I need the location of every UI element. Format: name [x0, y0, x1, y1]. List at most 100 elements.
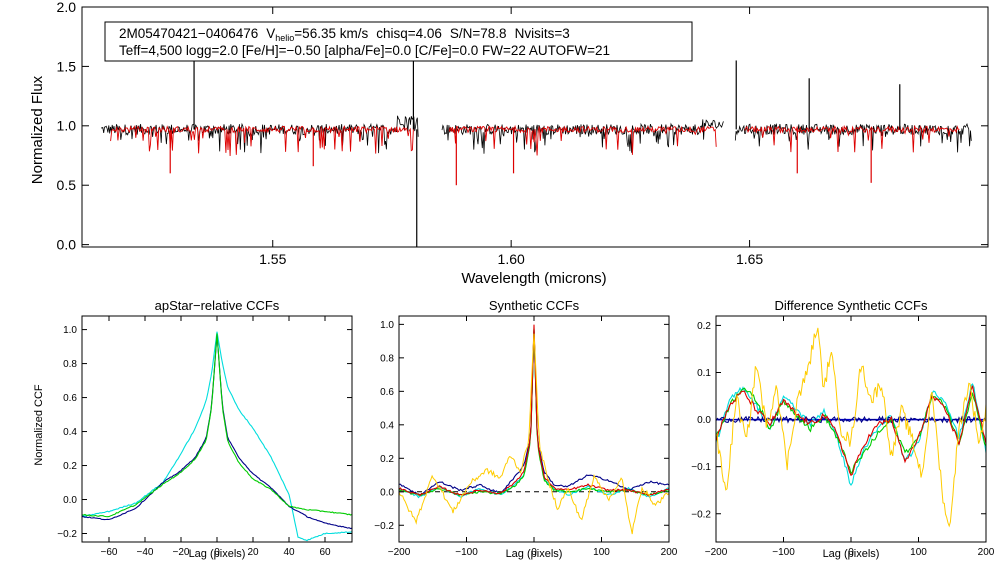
spectrum-ylabel: Normalized Flux	[29, 75, 46, 184]
difference-ccf-curves	[715, 327, 987, 528]
apstar-ccf-xlabel: Lag (pixels)	[189, 548, 246, 560]
apstar-ccf-ytick-label: 0.0	[63, 495, 77, 506]
synthetic-ccf-series-synthetic	[398, 333, 670, 535]
apstar-ccf-curves	[81, 331, 353, 542]
nvisits-value: Nvisits=3	[515, 26, 570, 41]
spectrum-panel: 1.55 1.60 1.65 0.0 0.5 1.0 1.5 2.0 Wavelength (…	[29, 0, 989, 287]
synthetic-ccf-series-combined	[398, 324, 670, 497]
spectrum-xlabel: Wavelength (microns)	[461, 270, 606, 287]
spectrum-curves	[100, 42, 972, 247]
difference-ccf-series-synthetic	[715, 327, 987, 528]
synthetic-ccf-series-visit-2	[398, 329, 670, 496]
apstar-ccf-tick-labels: −60 −40 −20 0 20 40 60 −0.2 0.0 0.2 0.4 0.6 0.8 1.0	[57, 325, 331, 558]
synthetic-ccf-tick-labels: −200 −100 0 100 200 −0.2 0.0 0.2 0.4 0.6 0.8 1.0	[374, 320, 678, 558]
apstar-ccf-ytick-label: 1.0	[63, 325, 77, 336]
difference-ccf-xtick-label: 100	[910, 547, 927, 558]
difference-ccf-ytick-label: −0.2	[691, 509, 711, 520]
spectrum-frame	[81, 6, 989, 248]
spectrum-ytick-label: 1.0	[57, 118, 77, 134]
apstar-ccf-xtick-label: 0	[214, 547, 220, 558]
apstar-ccf-ytick-label: 0.4	[63, 427, 77, 438]
object-id: 2M05470421−0406476	[119, 26, 258, 41]
synthetic-ccf-ytick-label: 0.4	[380, 420, 394, 431]
apstar-ccf-series-visit-1	[81, 331, 353, 542]
spectrum-ytick-label: 1.5	[57, 58, 77, 74]
difference-ccf-xtick-label: −100	[772, 547, 795, 558]
observed-spectrum-chip-2	[441, 119, 724, 154]
synthetic-ccf-series-visit-1	[398, 328, 670, 499]
synthetic-ccf-title: Synthetic CCFs	[489, 298, 580, 313]
info-line-2: Teff=4,500 logg=2.0 [Fe/H]=−0.50 [alpha/…	[119, 43, 610, 58]
difference-ccf-frame	[715, 315, 987, 543]
spectrum-xtick-label: 1.60	[498, 251, 525, 267]
apstar-ccf-xtick-label: 60	[319, 547, 331, 558]
synthetic-ccf-xtick-label: 200	[661, 547, 678, 558]
apstar-ccf-xtick-label: −20	[173, 547, 190, 558]
difference-ccf-ticks	[715, 316, 987, 542]
difference-ccf-xtick-label: −200	[705, 547, 728, 558]
difference-ccf-ytick-label: 0.1	[697, 368, 711, 379]
apstar-ccf-ytick-label: 0.8	[63, 359, 77, 370]
vhelio-subscript: helio	[275, 33, 294, 43]
model-spectrum-chip-1	[110, 125, 414, 157]
synthetic-ccf-xlabel: Lag (pixels)	[506, 548, 563, 560]
info-box: 2M05470421−0406476 Vhelio=56.35 km/s chisq…	[104, 21, 693, 62]
info-box-frame	[104, 21, 693, 62]
synthetic-ccf-xtick-label: −100	[455, 547, 478, 558]
model-spectrum-chip-2	[448, 124, 717, 156]
snr-value: S/N=78.8	[450, 26, 507, 41]
difference-ccf-xlabel: Lag (pixels)	[823, 548, 880, 560]
difference-ccf-ytick-label: −0.1	[691, 462, 711, 473]
difference-ccf-series-visit-3	[715, 387, 987, 476]
synthetic-ccf-frame	[398, 315, 670, 543]
apstar-ccf-xtick-label: 20	[247, 547, 259, 558]
model-spectrum-chip-3	[744, 124, 960, 153]
apstar-ccf-frame	[81, 315, 353, 543]
apstar-ccf-title: apStar−relative CCFs	[155, 298, 280, 313]
synthetic-ccf-panel: −200 −100 0 100 200 −0.2 0.0 0.2 0.4 0.6 0.8 1.0 Sy…	[374, 298, 678, 560]
synthetic-ccf-ytick-label: 0.6	[380, 387, 394, 398]
apstar-ccf-ytick-label: 0.2	[63, 461, 77, 472]
synthetic-ccf-ytick-label: 0.8	[380, 353, 394, 364]
difference-ccf-series-combined	[715, 385, 987, 477]
synthetic-ccf-ytick-label: 0.2	[380, 454, 394, 465]
vhelio-label: V	[266, 26, 275, 41]
spectrum-ticks	[82, 6, 988, 247]
spectrum-ytick-label: 0.5	[57, 177, 77, 193]
apstar-ccf-ytick-label: −0.2	[57, 529, 77, 540]
synthetic-ccf-ytick-label: −0.2	[374, 521, 394, 532]
difference-ccf-series-visit-2	[715, 415, 987, 424]
apstar-ccf-xtick-label: −60	[101, 547, 118, 558]
apstar-ccf-series-visit-2	[81, 334, 353, 530]
difference-ccf-panel: −200 −100 0 100 200 −0.2 −0.1 0.0 0.1 0.2 Differe…	[691, 298, 995, 560]
synthetic-ccf-ytick-label: 1.0	[380, 320, 394, 331]
spectrum-ytick-label: 0.0	[57, 237, 77, 253]
spectrum-tick-labels: 1.55 1.60 1.65 0.0 0.5 1.0 1.5 2.0	[57, 0, 764, 267]
difference-ccf-title: Difference Synthetic CCFs	[775, 298, 928, 313]
synthetic-ccf-ytick-label: 0.0	[380, 487, 394, 498]
apstar-ccf-xtick-label: 40	[283, 547, 295, 558]
difference-ccf-ytick-label: 0.0	[697, 415, 711, 426]
difference-ccf-xtick-label: 200	[978, 547, 995, 558]
spectrum-ytick-label: 2.0	[57, 0, 77, 15]
difference-ccf-xtick-label: 0	[848, 547, 854, 558]
apstar-ccf-xtick-label: −40	[137, 547, 154, 558]
apstar-ccf-ytick-label: 0.6	[63, 393, 77, 404]
apstar-ccf-ylabel: Normalized CCF	[33, 384, 45, 466]
synthetic-ccf-xtick-label: −200	[388, 547, 411, 558]
spectrum-xtick-label: 1.65	[736, 251, 763, 267]
info-line-1: 2M05470421−0406476 Vhelio=56.35 km/s chisq…	[119, 26, 570, 43]
spectrum-xtick-label: 1.55	[259, 251, 286, 267]
synthetic-ccf-series-visit-3	[398, 328, 670, 497]
synthetic-ccf-xtick-label: 0	[531, 547, 537, 558]
synthetic-ccf-curves	[398, 324, 670, 535]
apstar-ccf-panel: −60 −40 −20 0 20 40 60 −0.2 0.0 0.2 0.4 0.6 0.8 1.0 a…	[33, 298, 353, 560]
apstar-ccf-ticks	[82, 316, 352, 542]
chisq-value: chisq=4.06	[376, 26, 442, 41]
apstar-ccf-series-visit-3	[81, 333, 353, 518]
difference-ccf-ytick-label: 0.2	[697, 321, 711, 332]
vhelio-value: =56.35 km/s	[294, 26, 368, 41]
synthetic-ccf-xtick-label: 100	[593, 547, 610, 558]
difference-ccf-tick-labels: −200 −100 0 100 200 −0.2 −0.1 0.0 0.1 0.2	[691, 321, 995, 558]
